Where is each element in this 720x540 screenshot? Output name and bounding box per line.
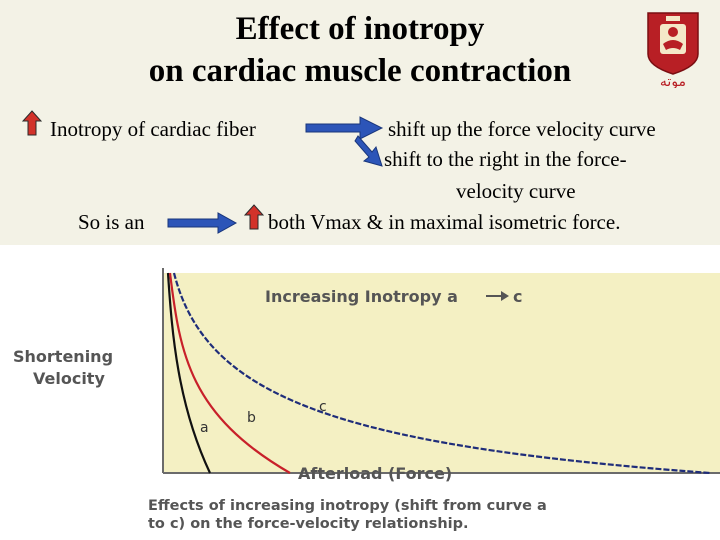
logo-text: موته xyxy=(660,74,686,88)
curve-b-label: b xyxy=(247,410,256,426)
inner-title-end: c xyxy=(513,287,522,306)
effect-right-text-1: shift to the right in the force- xyxy=(384,147,627,171)
inner-title-arrowhead xyxy=(501,291,509,301)
caption-line-2: to c) on the force-velocity relationship… xyxy=(148,516,469,532)
curve-b xyxy=(168,272,291,474)
effect-right-text-2: velocity curve xyxy=(456,179,576,203)
inotropy-label: Inotropy of cardiac fiber xyxy=(50,117,256,141)
effect-up-text: shift up the force velocity curve xyxy=(388,117,656,141)
slide-title: Effect of inotropy on cardiac muscle con… xyxy=(60,8,660,92)
curve-a xyxy=(166,272,211,474)
fork-arrows xyxy=(305,116,384,167)
title-line-2: on cardiac muscle contraction xyxy=(148,53,572,89)
xlabel: Afterload (Force) xyxy=(298,464,452,483)
caption-line-1: Effects of increasing inotropy (shift fr… xyxy=(148,498,547,514)
increase-arrow-icon-2 xyxy=(244,204,264,230)
so-is-an-text: So is an xyxy=(78,210,145,234)
right-arrow-icon xyxy=(167,212,238,234)
curve-c-label: c xyxy=(319,399,327,415)
ylabel-line-1: Shortening xyxy=(13,347,113,366)
title-line-1: Effect of inotropy xyxy=(235,11,485,47)
inner-title: Increasing Inotropy a xyxy=(265,287,458,306)
curve-c xyxy=(172,272,711,475)
curve-a-label: a xyxy=(200,420,209,436)
plot-area xyxy=(163,273,720,473)
both-text: both Vmax & in maximal isometric force. xyxy=(268,210,621,234)
university-logo: موته xyxy=(647,12,699,88)
force-velocity-figure: a b c Increasing Inotropy a c Shortening… xyxy=(13,268,720,532)
increase-arrow-icon xyxy=(22,110,42,136)
ylabel-line-2: Velocity xyxy=(33,369,105,388)
